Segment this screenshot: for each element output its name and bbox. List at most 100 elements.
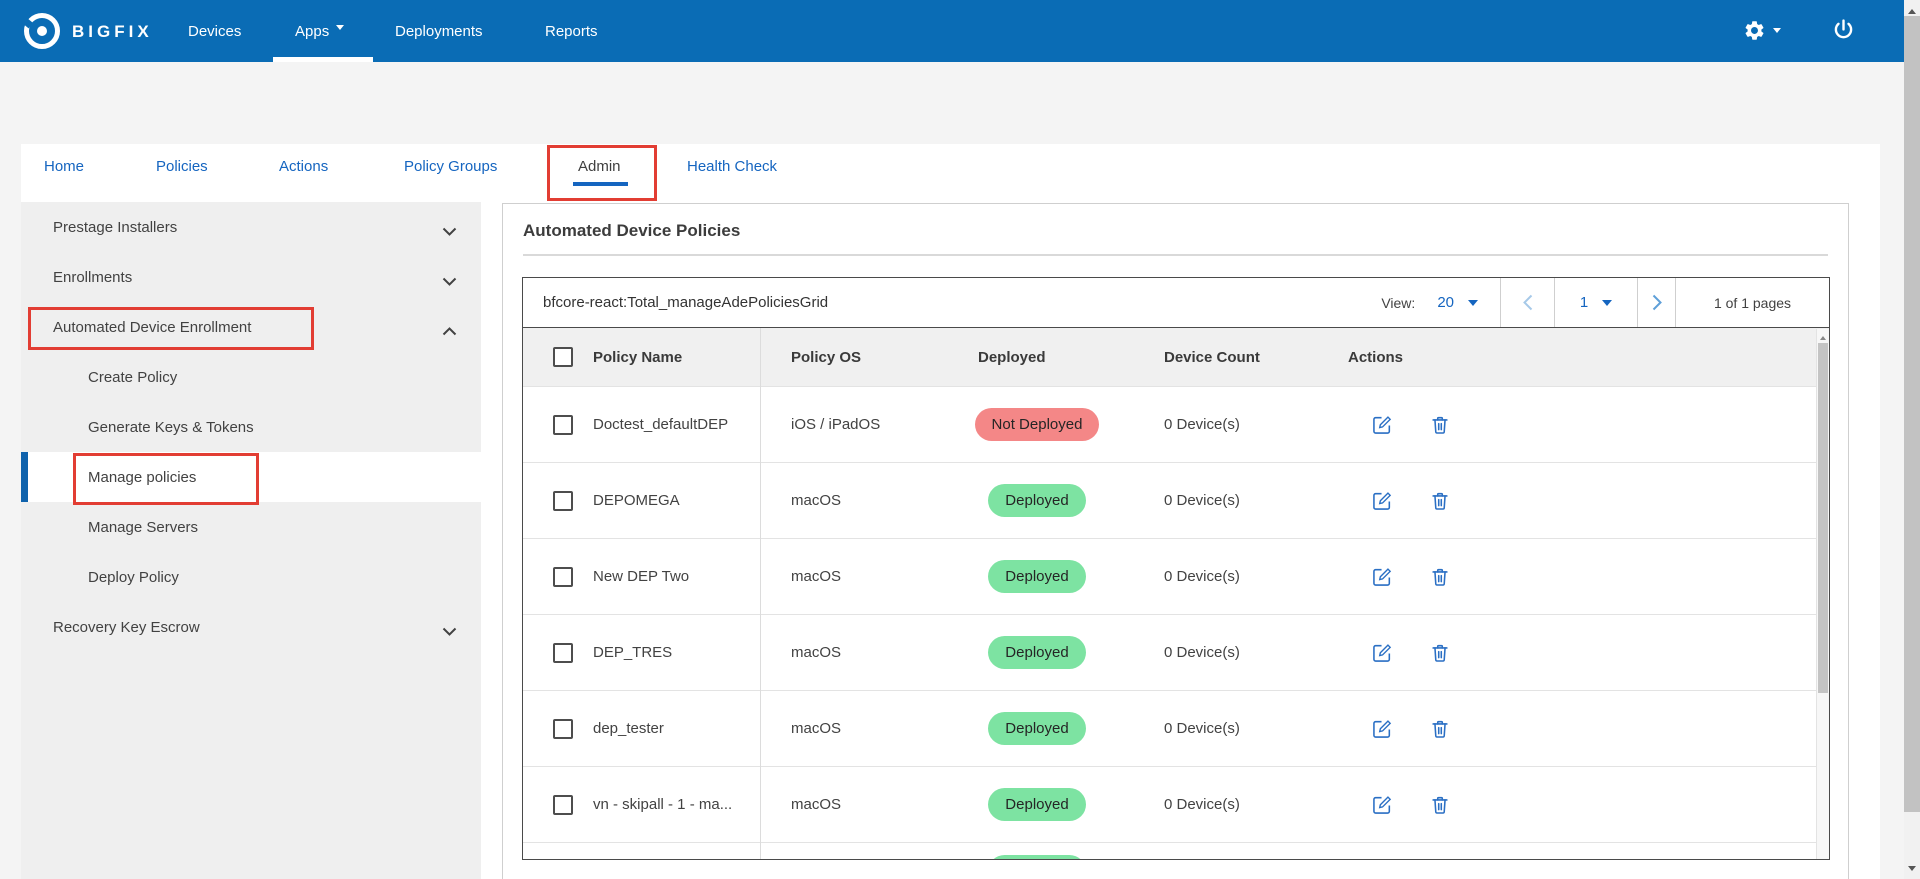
table-header-row: Policy Name Policy OS Deployed Device Co…	[523, 328, 1829, 386]
scroll-up-arrow-icon[interactable]	[1908, 5, 1916, 14]
chevron-down-icon	[442, 623, 457, 640]
nav-item-reports[interactable]: Reports	[545, 23, 598, 40]
annotation-box-automated-device-enrollment	[28, 307, 314, 350]
settings-gear-icon[interactable]	[1743, 19, 1766, 42]
sidebar-item-automated-device-enrollment[interactable]: Automated Device Enrollment	[21, 302, 481, 352]
admin-sidebar: Prestage Installers Enrollments Automate…	[21, 202, 481, 879]
page-select[interactable]: 1	[1554, 278, 1637, 327]
nav-item-apps[interactable]: Apps	[295, 23, 345, 40]
status-badge: Deployed	[988, 484, 1086, 517]
chevron-up-icon	[442, 323, 457, 340]
sidebar-item-enrollments[interactable]: Enrollments	[21, 252, 481, 302]
row-checkbox[interactable]	[553, 794, 573, 815]
device-count: 0 Device(s)	[1164, 796, 1240, 813]
edit-policy-button[interactable]	[1371, 490, 1393, 512]
table-row: dep_tester macOS Deployed 0 Device(s)	[523, 690, 1829, 766]
edit-policy-button[interactable]	[1371, 794, 1393, 816]
tab-health-check[interactable]: Health Check	[687, 158, 778, 175]
browser-scrollbar[interactable]	[1904, 0, 1920, 879]
policies-table: Policy Name Policy OS Deployed Device Co…	[522, 328, 1830, 860]
policy-os: macOS	[791, 492, 842, 509]
row-checkbox[interactable]	[553, 490, 573, 511]
sidebar-item-label: Enrollments	[53, 268, 133, 286]
device-count: 0 Device(s)	[1164, 644, 1240, 661]
sidebar-item-generate-keys-tokens[interactable]: Generate Keys & Tokens	[88, 418, 254, 436]
logout-power-icon[interactable]	[1831, 18, 1856, 43]
bigfix-logo-icon[interactable]	[20, 13, 60, 49]
table-row: vn - skipall - 1 - ma... macOS Deployed …	[523, 766, 1829, 842]
grid-pagination: View: 20 1 1 of 1 pages	[1381, 278, 1829, 327]
next-page-button[interactable]	[1637, 278, 1675, 327]
sidebar-item-deploy-policy[interactable]: Deploy Policy	[88, 568, 179, 586]
policy-os: macOS	[791, 720, 842, 737]
column-divider	[760, 328, 761, 859]
delete-policy-button[interactable]	[1429, 642, 1451, 664]
status-badge: Deployed	[988, 636, 1086, 669]
annotation-box-admin-tab	[547, 145, 657, 201]
table-row: New DEP Two macOS Deployed 0 Device(s)	[523, 538, 1829, 614]
policy-os: macOS	[791, 796, 842, 813]
sidebar-item-create-policy[interactable]: Create Policy	[88, 368, 178, 386]
tab-home[interactable]: Home	[44, 158, 85, 175]
device-count: 0 Device(s)	[1164, 568, 1240, 585]
sidebar-item-recovery-key-escrow[interactable]: Recovery Key Escrow	[21, 602, 481, 652]
active-nav-indicator	[273, 57, 373, 62]
edit-policy-button[interactable]	[1371, 718, 1393, 740]
chevron-down-icon	[336, 25, 345, 34]
page-number: 1	[1579, 294, 1589, 311]
table-scrollbar-thumb[interactable]	[1818, 343, 1828, 693]
col-actions: Actions	[1348, 348, 1404, 366]
delete-policy-button[interactable]	[1429, 490, 1451, 512]
tab-policies[interactable]: Policies	[156, 158, 208, 175]
sidebar-item-label: Recovery Key Escrow	[53, 618, 200, 636]
sidebar-item-manage-policies[interactable]: Manage policies	[21, 452, 481, 502]
scroll-down-arrow-icon[interactable]	[1908, 866, 1916, 875]
policy-name: DEP_TRES	[593, 644, 673, 661]
edit-policy-button[interactable]	[1371, 642, 1393, 664]
view-size-caret-icon[interactable]	[1468, 299, 1478, 311]
policy-os: macOS	[791, 644, 842, 661]
row-checkbox[interactable]	[553, 414, 573, 435]
row-checkbox[interactable]	[553, 718, 573, 739]
row-checkbox[interactable]	[553, 642, 573, 663]
delete-policy-button[interactable]	[1429, 794, 1451, 816]
status-badge: Deployed	[988, 712, 1086, 745]
brand-name: BIGFIX	[72, 22, 153, 41]
edit-policy-button[interactable]	[1371, 566, 1393, 588]
table-row: Doctest_defaultDEP iOS / iPadOS Not Depl…	[523, 386, 1829, 462]
tab-admin[interactable]: Admin	[578, 158, 621, 175]
select-all-checkbox[interactable]	[553, 347, 573, 367]
col-policy-os: Policy OS	[791, 348, 862, 366]
device-count: 0 Device(s)	[1164, 416, 1240, 433]
nav-item-deployments[interactable]: Deployments	[395, 23, 483, 40]
heading-divider	[523, 254, 1828, 256]
tab-policy-groups[interactable]: Policy Groups	[404, 158, 498, 175]
delete-policy-button[interactable]	[1429, 414, 1451, 436]
row-checkbox[interactable]	[553, 566, 573, 587]
edit-policy-button[interactable]	[1371, 414, 1393, 436]
page-header-band: Modern Client Management	[0, 62, 1904, 179]
delete-policy-button[interactable]	[1429, 718, 1451, 740]
table-scrollbar[interactable]	[1816, 329, 1829, 859]
view-size-value[interactable]: 20	[1437, 294, 1454, 311]
view-size-control: View: 20	[1381, 278, 1500, 327]
browser-scrollbar-thumb[interactable]	[1904, 16, 1920, 812]
chevron-down-icon	[442, 223, 457, 240]
tab-actions[interactable]: Actions	[279, 158, 329, 175]
policy-name: Doctest_defaultDEP	[593, 416, 729, 433]
sidebar-item-prestage-installers[interactable]: Prestage Installers	[21, 202, 481, 252]
status-badge: Deployed	[988, 788, 1086, 821]
table-row: DEPOMEGA macOS Deployed 0 Device(s)	[523, 462, 1829, 538]
delete-policy-button[interactable]	[1429, 566, 1451, 588]
annotation-box-manage-policies	[73, 453, 259, 505]
settings-chevron-down-icon[interactable]	[1773, 28, 1781, 37]
table-row: DEP_TRES macOS Deployed 0 Device(s)	[523, 614, 1829, 690]
nav-item-devices[interactable]: Devices	[188, 23, 242, 40]
scroll-up-arrow-icon[interactable]	[1820, 333, 1826, 340]
sidebar-item-manage-servers[interactable]: Manage Servers	[88, 518, 199, 536]
device-count: 0 Device(s)	[1164, 720, 1240, 737]
prev-page-button[interactable]	[1500, 278, 1554, 327]
policy-name: New DEP Two	[593, 568, 690, 585]
sidebar-item-label: Automated Device Enrollment	[53, 318, 252, 336]
